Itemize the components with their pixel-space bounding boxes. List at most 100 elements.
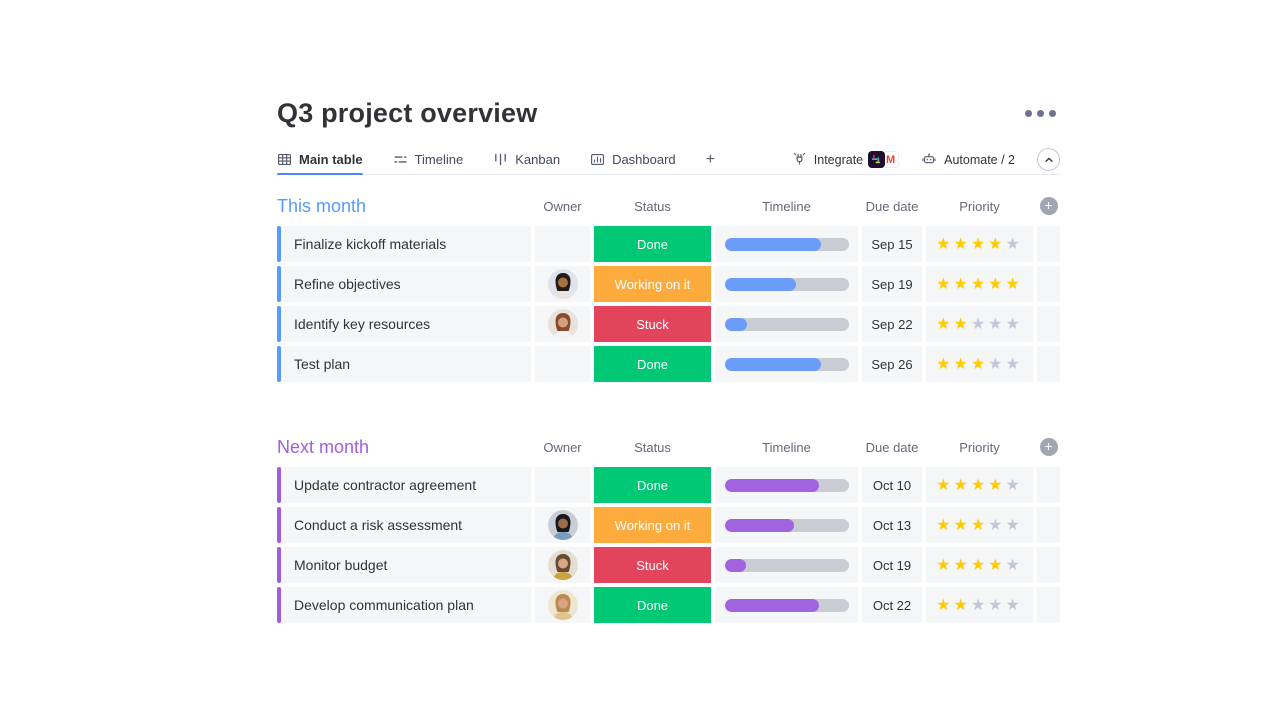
timeline-cell[interactable]	[715, 226, 858, 262]
due-date-cell[interactable]: Sep 19	[862, 266, 922, 302]
timeline-cell[interactable]	[715, 507, 858, 543]
status-cell[interactable]: Stuck	[594, 547, 711, 583]
automate-button[interactable]: Automate / 2	[921, 151, 1015, 169]
add-column-button[interactable]: +	[1039, 197, 1058, 215]
star-icon[interactable]: ★	[988, 477, 1006, 494]
due-date-cell[interactable]: Oct 10	[862, 467, 922, 503]
task-name-cell[interactable]: Conduct a risk assessment	[277, 507, 531, 543]
due-date-cell[interactable]: Oct 19	[862, 547, 922, 583]
star-icon[interactable]: ★	[1005, 276, 1023, 293]
star-icon[interactable]: ★	[953, 236, 971, 253]
status-cell[interactable]: Working on it	[594, 266, 711, 302]
star-icon[interactable]: ★	[988, 276, 1006, 293]
star-icon[interactable]: ★	[970, 597, 989, 614]
star-icon[interactable]: ★	[988, 236, 1006, 253]
star-icon[interactable]: ★	[970, 356, 989, 373]
timeline-cell[interactable]	[715, 346, 858, 382]
star-icon[interactable]: ★	[953, 477, 971, 494]
group-title[interactable]: Next month	[277, 436, 370, 457]
star-icon[interactable]: ★	[970, 316, 989, 333]
integrate-button[interactable]: Integrate M	[792, 151, 900, 169]
priority-cell[interactable]: ★ ★ ★ ★ ★	[926, 547, 1033, 583]
star-icon[interactable]: ★	[936, 557, 954, 574]
star-icon[interactable]: ★	[1005, 557, 1023, 574]
column-header-status[interactable]: Status	[634, 198, 671, 214]
task-name-cell[interactable]: Identify key resources	[277, 306, 531, 342]
priority-cell[interactable]: ★ ★ ★ ★ ★	[926, 266, 1033, 302]
owner-cell[interactable]	[535, 306, 590, 342]
star-icon[interactable]: ★	[970, 236, 989, 253]
star-icon[interactable]: ★	[1005, 356, 1023, 373]
collapse-button[interactable]	[1037, 148, 1060, 171]
priority-cell[interactable]: ★ ★ ★ ★ ★	[926, 226, 1033, 262]
column-header-timeline[interactable]: Timeline	[762, 198, 811, 214]
priority-cell[interactable]: ★ ★ ★ ★ ★	[926, 507, 1033, 543]
owner-cell[interactable]	[535, 346, 590, 382]
column-header-status[interactable]: Status	[634, 439, 671, 455]
due-date-cell[interactable]: Oct 22	[862, 587, 922, 623]
star-icon[interactable]: ★	[1005, 316, 1023, 333]
star-icon[interactable]: ★	[953, 356, 971, 373]
tab-timeline[interactable]: Timeline	[393, 145, 463, 174]
priority-cell[interactable]: ★ ★ ★ ★ ★	[926, 467, 1033, 503]
due-date-cell[interactable]: Sep 26	[862, 346, 922, 382]
task-name-cell[interactable]: Finalize kickoff materials	[277, 226, 531, 262]
task-name-cell[interactable]: Monitor budget	[277, 547, 531, 583]
due-date-cell[interactable]: Sep 15	[862, 226, 922, 262]
star-icon[interactable]: ★	[953, 597, 971, 614]
task-name-cell[interactable]: Develop communication plan	[277, 587, 531, 623]
column-header-priority[interactable]: Priority	[959, 198, 1000, 214]
board-menu-button[interactable]	[1021, 106, 1060, 121]
column-header-due-date[interactable]: Due date	[865, 198, 919, 214]
star-icon[interactable]: ★	[988, 316, 1006, 333]
star-icon[interactable]: ★	[936, 236, 954, 253]
star-icon[interactable]: ★	[936, 477, 954, 494]
owner-cell[interactable]	[535, 507, 590, 543]
star-icon[interactable]: ★	[970, 517, 989, 534]
star-icon[interactable]: ★	[988, 597, 1006, 614]
star-icon[interactable]: ★	[970, 477, 989, 494]
star-icon[interactable]: ★	[1005, 236, 1023, 253]
due-date-cell[interactable]: Sep 22	[862, 306, 922, 342]
owner-cell[interactable]	[535, 587, 590, 623]
star-icon[interactable]: ★	[970, 276, 989, 293]
star-icon[interactable]: ★	[988, 517, 1006, 534]
status-cell[interactable]: Done	[594, 226, 711, 262]
column-header-owner[interactable]: Owner	[543, 439, 582, 455]
star-icon[interactable]: ★	[936, 316, 954, 333]
owner-cell[interactable]	[535, 266, 590, 302]
column-header-priority[interactable]: Priority	[959, 439, 1000, 455]
star-icon[interactable]: ★	[970, 557, 989, 574]
due-date-cell[interactable]: Oct 13	[862, 507, 922, 543]
status-cell[interactable]: Working on it	[594, 507, 711, 543]
timeline-cell[interactable]	[715, 587, 858, 623]
priority-cell[interactable]: ★ ★ ★ ★ ★	[926, 587, 1033, 623]
star-icon[interactable]: ★	[988, 356, 1006, 373]
status-cell[interactable]: Done	[594, 587, 711, 623]
tab-add-view[interactable]: +	[706, 145, 715, 174]
star-icon[interactable]: ★	[988, 557, 1006, 574]
group-title[interactable]: This month	[277, 195, 367, 216]
owner-cell[interactable]	[535, 226, 590, 262]
star-icon[interactable]: ★	[953, 276, 971, 293]
star-icon[interactable]: ★	[1005, 517, 1023, 534]
timeline-cell[interactable]	[715, 467, 858, 503]
tab-dashboard[interactable]: Dashboard	[590, 145, 676, 174]
timeline-cell[interactable]	[715, 547, 858, 583]
star-icon[interactable]: ★	[953, 316, 971, 333]
status-cell[interactable]: Done	[594, 346, 711, 382]
owner-cell[interactable]	[535, 467, 590, 503]
star-icon[interactable]: ★	[936, 276, 954, 293]
task-name-cell[interactable]: Test plan	[277, 346, 531, 382]
timeline-cell[interactable]	[715, 266, 858, 302]
star-icon[interactable]: ★	[953, 557, 971, 574]
star-icon[interactable]: ★	[936, 517, 954, 534]
star-icon[interactable]: ★	[936, 356, 954, 373]
column-header-due-date[interactable]: Due date	[865, 439, 919, 455]
add-column-button[interactable]: +	[1039, 438, 1058, 456]
column-header-timeline[interactable]: Timeline	[762, 439, 811, 455]
status-cell[interactable]: Stuck	[594, 306, 711, 342]
priority-cell[interactable]: ★ ★ ★ ★ ★	[926, 346, 1033, 382]
star-icon[interactable]: ★	[1005, 477, 1023, 494]
star-icon[interactable]: ★	[1005, 597, 1023, 614]
